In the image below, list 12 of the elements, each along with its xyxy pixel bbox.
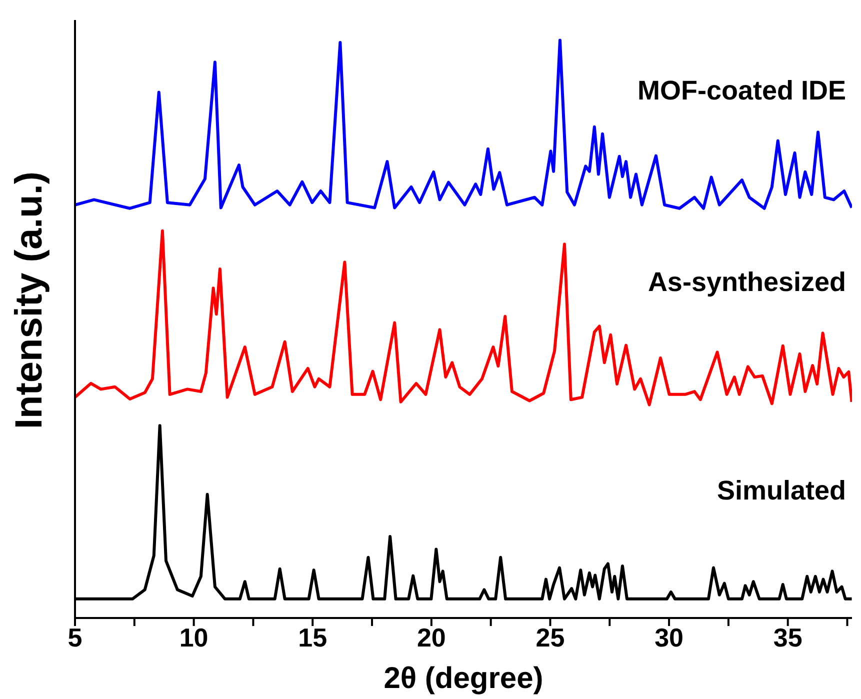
x-tick-label: 5	[68, 622, 82, 652]
text: Simulated	[716, 476, 846, 506]
series-label: As-synthesized	[648, 266, 846, 297]
x-tick-label: 30	[654, 622, 684, 652]
x-tick-label: 35	[773, 622, 802, 652]
x-tick-label: 10	[179, 622, 208, 652]
x-tick-label: 20	[416, 622, 446, 652]
x-axis-title: 2θ (degree)	[384, 662, 544, 695]
y-axis-title: Intensity (a.u.)	[8, 171, 50, 429]
x-tick-label: 25	[536, 622, 565, 652]
series-label: MOF-coated IDE	[637, 76, 846, 106]
x-tick-label: 15	[298, 622, 328, 652]
